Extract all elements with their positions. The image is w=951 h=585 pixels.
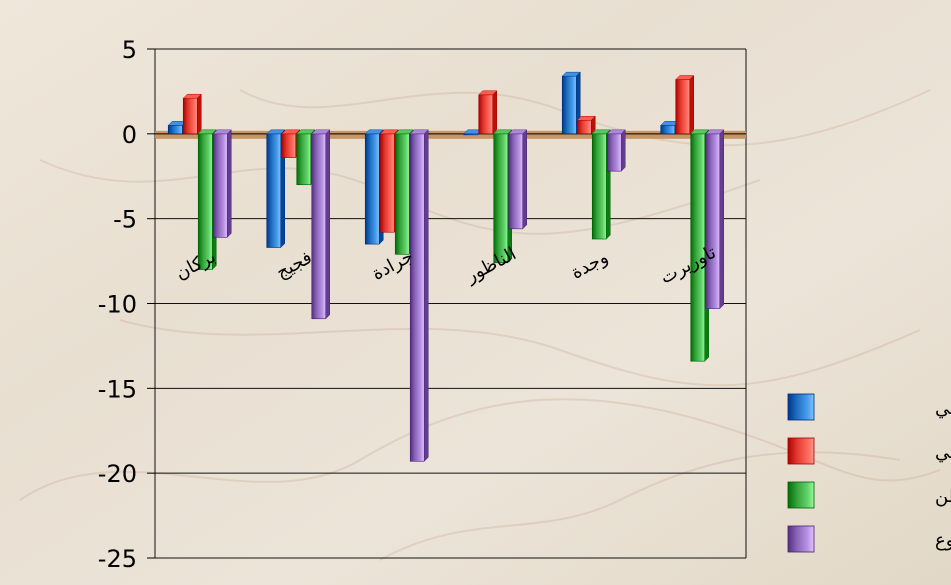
bar-front [478,94,494,135]
category-group: وجدة [561,71,626,283]
bar-front [591,133,607,240]
bar-front [705,133,721,309]
y-tick-label: -15 [98,375,137,403]
legend-label: مجموع [935,530,951,551]
bar-front [311,133,327,320]
bar-side-face [227,129,232,238]
zero-band [155,130,746,139]
bar-مجموع-بركان [212,129,232,238]
legend-item: خارجي [787,437,951,465]
bar-side-face [492,90,497,135]
bar-side-face [591,115,596,135]
y-tick-labels: 5 0 -5 -10 -15 -20 -25 [98,36,155,573]
bar-خارجي-بركان [182,93,202,135]
bar-front [508,133,524,230]
legend-swatch [787,393,815,421]
bar-خارجي-تاوريرت [675,74,695,135]
bar-مجموع-فجيج [311,129,331,320]
y-tick-label: -20 [98,460,137,488]
category-group: فجيج [266,129,331,320]
legend-item: مجموع [787,525,951,553]
bar-side-face [522,129,527,230]
category-group: تاوريرت [657,74,725,362]
bar-side-face [719,129,724,310]
legend-swatch [787,481,815,509]
bar-مجموع-تاوريرت [705,129,725,310]
bar-front [561,75,577,135]
bar-مجموع-جرادة [409,129,429,462]
legend: داخلي خارجي خارج الوطن مجموع [787,393,951,553]
bar-front [281,133,297,158]
bar-front [266,133,282,248]
bar-side-face [280,129,285,249]
marble-vein [119,319,921,387]
bar-front [394,133,410,255]
bar-front [660,125,676,135]
bar-خارجي-وجدة [576,115,596,135]
bar-front [296,133,312,186]
legend-swatch [787,437,815,465]
bar-side-face [197,93,202,135]
bar-front [379,133,395,233]
bar-front [675,79,691,135]
bar-خارجي-الناظور [478,90,498,135]
legend-swatch [787,525,815,553]
y-tick-label: -25 [98,545,137,573]
bar-front [182,97,198,135]
y-tick-label: -10 [98,291,137,319]
legend-label: خارجي [935,442,951,463]
bar-front [576,119,592,135]
bar-side-face [424,129,429,462]
bar-front [364,133,380,245]
legend-item: داخلي [787,393,951,421]
bar-side-face [325,129,330,320]
legend-item: خارج الوطن [787,481,951,509]
bar-side-face [689,74,694,135]
bar-front [493,133,509,264]
bar-front [212,133,228,238]
bar-داخلي-فجيج [266,129,286,249]
bar-side-face [621,129,626,172]
bar-front [606,133,622,172]
bar-داخلي-وجدة [561,71,581,135]
y-tick-label: 5 [122,36,137,64]
bar-front [409,133,425,462]
bar-front [167,125,183,135]
bar-مجموع-وجدة [606,129,626,172]
legend-label: خارج الوطن [935,486,951,507]
legend-label: داخلي [935,398,951,419]
y-tick-label: 0 [122,121,137,149]
marble-vein [239,89,931,147]
marble-vein [19,398,941,501]
y-tick-label: -5 [113,206,137,234]
bar-مجموع-الناظور [508,129,528,230]
